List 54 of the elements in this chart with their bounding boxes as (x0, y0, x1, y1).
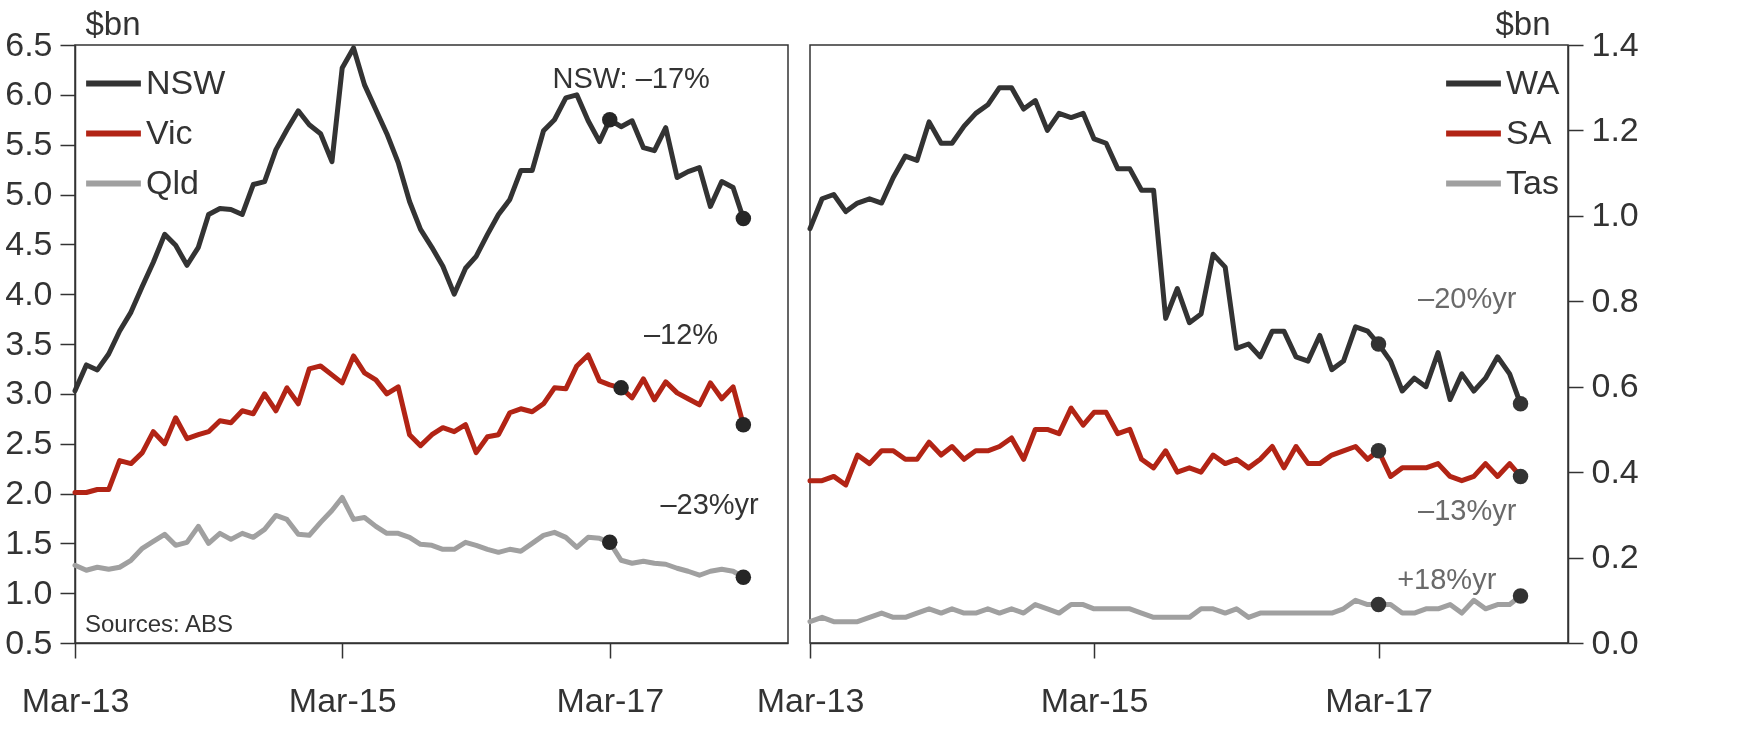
y2-tick-label: 0.6 (1591, 366, 1639, 405)
legend-label: Vic (146, 112, 193, 151)
x-tick-label: Mar-13 (756, 680, 865, 719)
annotation: NSW: –17% (552, 62, 710, 95)
y-tick-label: 1.5 (5, 522, 53, 561)
y2-tick-label: 1.4 (1591, 24, 1639, 63)
x-tick-label: Mar-15 (1040, 680, 1149, 719)
y-tick-label: 1.0 (5, 572, 53, 611)
point (1512, 396, 1529, 412)
annotation: –13%yr (1418, 494, 1517, 527)
annotation: –20%yr (1418, 282, 1517, 315)
annotation: +18%yr (1397, 563, 1497, 596)
y-tick-label: 2.0 (5, 473, 53, 511)
x-tick-label: Mar-13 (21, 680, 130, 719)
y-tick-label: 5.5 (5, 124, 53, 163)
point (735, 210, 752, 227)
point (735, 569, 752, 585)
annotation: –23%yr (660, 488, 760, 521)
legend-label: Qld (146, 162, 199, 201)
y2-tick-label: 1.0 (1591, 195, 1639, 234)
legend-label: SA (1506, 112, 1552, 151)
x-tick-label: Mar-17 (556, 680, 665, 719)
y2-tick-label: 0.8 (1591, 280, 1639, 319)
y-tick-label: 0.5 (5, 622, 53, 661)
x-tick-label: Mar-17 (1325, 680, 1433, 719)
y-tick-label: 4.5 (5, 223, 53, 262)
point (735, 417, 752, 433)
x-tick-label: Mar-15 (288, 680, 397, 719)
point (1370, 443, 1387, 459)
y2-tick-label: 0.2 (1591, 537, 1639, 576)
point (602, 112, 618, 128)
y-tick-label: 5.0 (5, 174, 53, 212)
y-tick-label: 3.0 (5, 373, 53, 412)
y2-tick-label: 0.4 (1591, 451, 1639, 490)
y-tick-label: 6.5 (5, 24, 53, 63)
legend-label: WA (1506, 62, 1560, 101)
y-tick-label: 6.0 (5, 74, 53, 113)
y-tick-label: 3.5 (5, 323, 53, 362)
point (1512, 468, 1529, 485)
y-tick-label: 4.0 (5, 273, 53, 312)
annotation: Sources: ABS (84, 610, 234, 638)
y2-axis-title: $bn (1495, 4, 1551, 42)
point (1512, 588, 1529, 604)
point (1370, 336, 1387, 352)
y-tick-label: 2.5 (5, 423, 53, 462)
y2-tick-label: 1.2 (1591, 109, 1639, 148)
y2-tick-label: 0.0 (1591, 622, 1639, 661)
annotation: –12% (643, 318, 719, 351)
point (1370, 596, 1387, 613)
point (602, 534, 618, 551)
y-axis-title: $bn (85, 4, 141, 42)
legend-label: Tas (1506, 162, 1559, 201)
point (613, 380, 629, 396)
legend-label: NSW (146, 62, 226, 101)
